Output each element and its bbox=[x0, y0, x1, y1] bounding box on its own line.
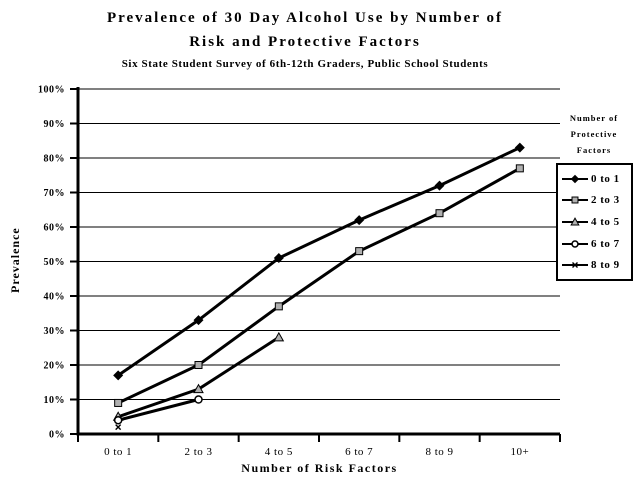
legend-marker-triangle-gray bbox=[562, 217, 588, 226]
x-category-label: 0 to 1 bbox=[104, 446, 132, 458]
legend-marker-circle-open bbox=[562, 239, 588, 248]
legend-marker-square-gray bbox=[562, 196, 588, 204]
square-marker-icon bbox=[515, 164, 524, 173]
legend-item-label: 4 to 5 bbox=[591, 215, 620, 228]
x-category-label: 2 to 3 bbox=[184, 446, 212, 458]
y-tick-label: 20% bbox=[44, 361, 66, 372]
square-marker-icon bbox=[435, 209, 444, 218]
legend-title: Number of Protective Factors bbox=[550, 110, 638, 158]
chart-subtitle: Six State Student Survey of 6th-12th Gra… bbox=[121, 58, 489, 70]
legend-item: 4 to 5 bbox=[561, 216, 631, 228]
x-category-label: 6 to 7 bbox=[345, 446, 373, 458]
circle-marker-icon bbox=[194, 395, 203, 404]
square-marker-icon bbox=[355, 247, 364, 256]
square-marker-icon bbox=[274, 302, 283, 311]
title-block: Prevalence of 30 Day Alcohol Use by Numb… bbox=[0, 6, 610, 72]
chart-title-line2: Risk and Protective Factors bbox=[189, 34, 421, 50]
series-line-2-to-3 bbox=[117, 167, 521, 405]
square-marker-icon bbox=[114, 398, 123, 407]
legend-item: 0 to 1 bbox=[561, 173, 631, 185]
y-tick-label: 50% bbox=[44, 257, 66, 268]
legend-title-line: Number of bbox=[569, 113, 619, 123]
diamond-marker-icon bbox=[570, 174, 580, 184]
square-marker-icon bbox=[194, 361, 203, 369]
y-tick-label: 0% bbox=[49, 430, 65, 441]
diamond-marker-icon bbox=[193, 315, 204, 326]
diamond-marker-icon bbox=[113, 370, 124, 381]
legend-item-label: 0 to 1 bbox=[591, 172, 620, 185]
legend-marker-diamond-filled bbox=[562, 174, 588, 184]
legend-item: 6 to 7 bbox=[561, 238, 631, 250]
legend-title-line: Factors bbox=[576, 145, 612, 155]
x-category-label: 8 to 9 bbox=[425, 446, 453, 458]
y-tick-label: 60% bbox=[44, 223, 66, 234]
legend-item-label: 8 to 9 bbox=[591, 259, 620, 272]
circle-marker-icon bbox=[113, 415, 123, 425]
circle-marker-icon bbox=[571, 239, 579, 248]
diamond-marker-icon bbox=[514, 142, 525, 153]
legend: 0 to 1 2 to 3 4 to 5 6 to 7 8 to 9 bbox=[556, 163, 633, 281]
y-tick-label: 80% bbox=[44, 154, 66, 165]
x-category-label: 10+ bbox=[510, 446, 529, 458]
triangle-marker-icon bbox=[570, 217, 580, 226]
y-tick-label: 90% bbox=[44, 119, 66, 130]
series-line-0-to-1 bbox=[117, 146, 521, 377]
diamond-marker-icon bbox=[434, 180, 445, 191]
triangle-marker-icon bbox=[273, 331, 285, 342]
x-marker-icon bbox=[572, 262, 578, 269]
legend-item: 2 to 3 bbox=[561, 194, 631, 206]
x-category-label: 4 to 5 bbox=[265, 446, 293, 458]
series-line-6-to-7 bbox=[117, 398, 199, 422]
y-tick-label: 30% bbox=[44, 326, 66, 337]
diamond-marker-icon bbox=[273, 253, 284, 264]
legend-item-label: 6 to 7 bbox=[591, 237, 620, 250]
x-axis-title: Number of Risk Factors bbox=[241, 461, 398, 475]
legend-item-label: 2 to 3 bbox=[591, 194, 620, 207]
y-tick-label: 40% bbox=[44, 292, 66, 303]
x-marker-icon bbox=[115, 424, 122, 431]
triangle-marker-icon bbox=[193, 383, 204, 394]
legend-title-line: Protective bbox=[570, 129, 618, 139]
series-line-4-to-5 bbox=[117, 336, 280, 419]
diamond-marker-icon bbox=[354, 215, 365, 226]
y-tick-label: 100% bbox=[38, 85, 65, 96]
chart-title-line1: Prevalence of 30 Day Alcohol Use by Numb… bbox=[106, 10, 504, 26]
y-tick-label: 70% bbox=[44, 188, 66, 199]
square-marker-icon bbox=[571, 196, 579, 204]
y-tick-label: 10% bbox=[44, 395, 66, 406]
legend-item: 8 to 9 bbox=[561, 259, 631, 271]
legend-marker-x-cross bbox=[562, 262, 588, 269]
